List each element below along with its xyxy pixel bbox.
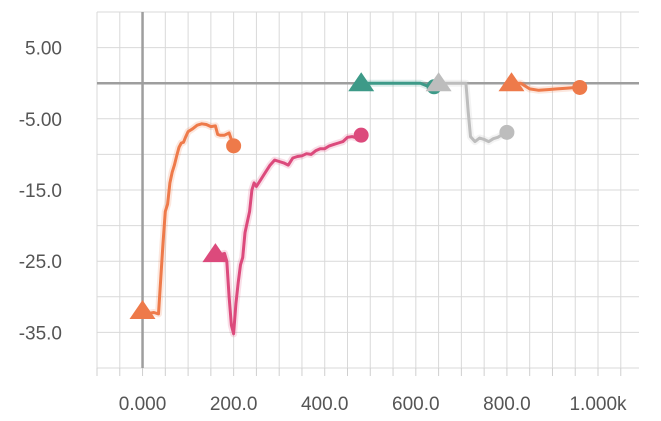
series-1-start-marker: [129, 300, 156, 319]
series-4-start-marker: [425, 72, 452, 92]
series-5-line: [510, 81, 582, 92]
x-tick-label: 200.0: [210, 394, 258, 415]
x-tick-label: 800.0: [483, 394, 531, 415]
series-4-raw-trace: [438, 79, 509, 146]
series-2-line: [213, 133, 363, 336]
series-3-start-marker: [348, 72, 375, 92]
y-tick-label: -25.0: [19, 252, 62, 273]
y-tick-label: -15.0: [19, 181, 62, 202]
series-2-start-marker: [202, 243, 229, 263]
series-5-start-marker: [498, 72, 525, 92]
series-1-end-marker: [226, 138, 242, 154]
series-2-end-marker: [353, 127, 369, 143]
series-4-end-marker: [499, 124, 515, 140]
y-tick-label: -5.00: [19, 110, 62, 131]
y-tick-label: -35.0: [19, 323, 62, 344]
series-4-line: [437, 81, 509, 144]
x-tick-label: 600.0: [392, 394, 440, 415]
y-tick-label: 5.00: [25, 39, 62, 60]
x-tick-label: 400.0: [301, 394, 349, 415]
series-3-line: [359, 81, 436, 89]
series-5-end-marker: [572, 79, 588, 95]
x-tick-label: 1.000k: [569, 394, 627, 415]
series-1-line: [141, 122, 236, 316]
x-tick-label: 0.000: [119, 394, 167, 415]
